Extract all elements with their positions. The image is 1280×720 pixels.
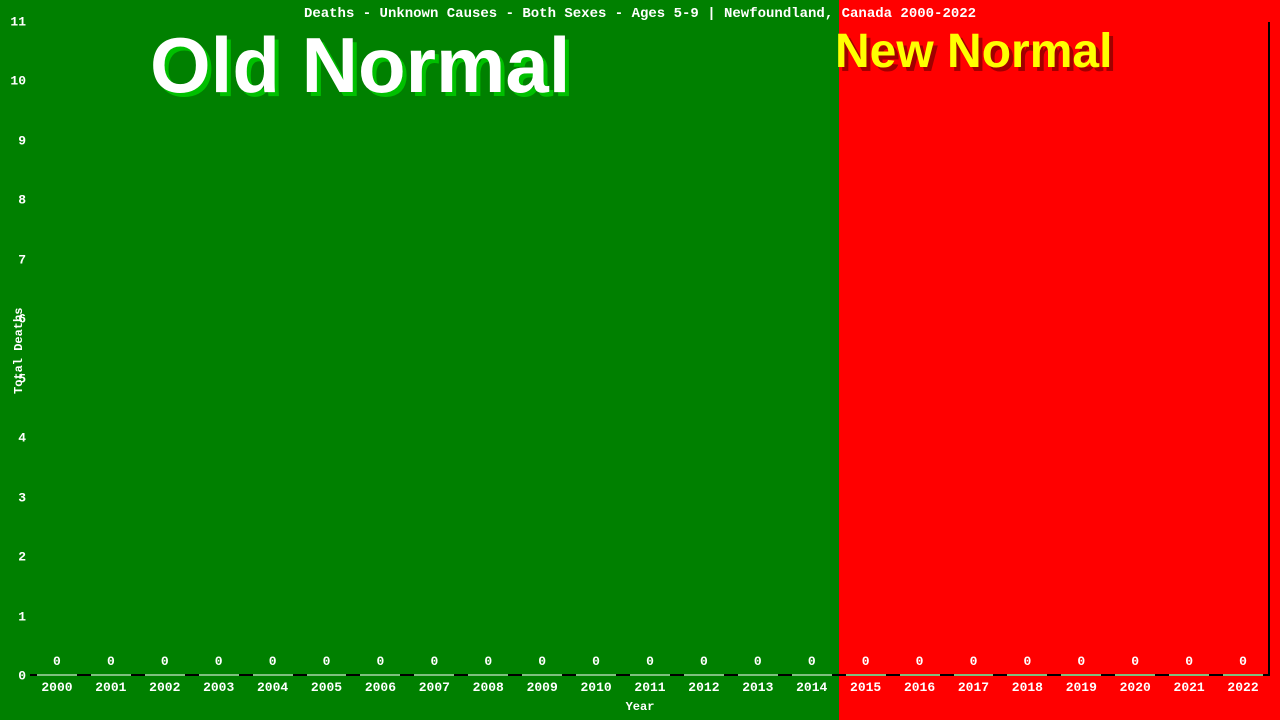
x-tick-label: 2007 [419,680,450,695]
bar-value-label: 0 [1131,654,1139,669]
bar-value-label: 0 [646,654,654,669]
x-tick-label: 2005 [311,680,342,695]
x-tick-label: 2019 [1066,680,1097,695]
bar-value-label: 0 [215,654,223,669]
bar-value-label: 0 [916,654,924,669]
bar [1007,674,1047,676]
x-tick-label: 2018 [1012,680,1043,695]
bar [1169,674,1209,676]
bar-value-label: 0 [862,654,870,669]
bar-value-label: 0 [1185,654,1193,669]
x-tick-label: 2011 [634,680,665,695]
bar [360,674,400,676]
y-tick-label: 10 [2,74,26,89]
bar [954,674,994,676]
x-tick-label: 2003 [203,680,234,695]
x-tick-label: 2009 [527,680,558,695]
bar [37,674,77,676]
y-tick-label: 4 [2,431,26,446]
x-tick-label: 2014 [796,680,827,695]
bar [630,674,670,676]
x-tick-label: 2002 [149,680,180,695]
bar [414,674,454,676]
bar [1061,674,1101,676]
annotation-new-normal: New Normal New Normal [835,24,1112,79]
x-tick-label: 2004 [257,680,288,695]
x-tick-label: 2006 [365,680,396,695]
y-tick-label: 3 [2,490,26,505]
y-tick-label: 8 [2,193,26,208]
bar [199,674,239,676]
x-tick-label: 2010 [580,680,611,695]
x-tick-label: 2000 [41,680,72,695]
x-axis-title: Year [0,700,1280,714]
bar-value-label: 0 [700,654,708,669]
y-tick-label: 7 [2,252,26,267]
bar [684,674,724,676]
bar-value-label: 0 [161,654,169,669]
bar [468,674,508,676]
x-tick-label: 2021 [1174,680,1205,695]
x-tick-label: 2022 [1227,680,1258,695]
bar-value-label: 0 [269,654,277,669]
annotation-new-normal-text: New Normal [835,25,1112,78]
x-tick-label: 2008 [473,680,504,695]
x-tick-label: 2017 [958,680,989,695]
bar-value-label: 0 [107,654,115,669]
bar [522,674,562,676]
bar [738,674,778,676]
bar [1223,674,1263,676]
y-tick-label: 9 [2,133,26,148]
bar-value-label: 0 [323,654,331,669]
bar [145,674,185,676]
y-tick-label: 2 [2,550,26,565]
y-tick-label: 1 [2,609,26,624]
bar-value-label: 0 [1239,654,1247,669]
plot-area [30,22,1270,676]
bar-value-label: 0 [538,654,546,669]
bar-value-label: 0 [377,654,385,669]
bar [1115,674,1155,676]
y-tick-label: 11 [2,15,26,30]
bar-value-label: 0 [754,654,762,669]
bar-value-label: 0 [1077,654,1085,669]
bar-value-label: 0 [970,654,978,669]
bar [792,674,832,676]
bar [576,674,616,676]
bar-value-label: 0 [53,654,61,669]
x-tick-label: 2012 [688,680,719,695]
bar-value-label: 0 [592,654,600,669]
y-tick-label: 6 [2,312,26,327]
annotation-old-normal: Old Normal Old Normal [150,20,570,111]
bar [253,674,293,676]
x-tick-label: 2016 [904,680,935,695]
bar-value-label: 0 [808,654,816,669]
x-tick-label: 2013 [742,680,773,695]
bar [307,674,347,676]
bar-value-label: 0 [1023,654,1031,669]
bar [91,674,131,676]
annotation-old-normal-text: Old Normal [150,21,570,109]
bar [900,674,940,676]
x-tick-label: 2001 [95,680,126,695]
y-tick-label: 0 [2,669,26,684]
bar-value-label: 0 [430,654,438,669]
y-tick-label: 5 [2,371,26,386]
bar [846,674,886,676]
x-tick-label: 2015 [850,680,881,695]
x-tick-label: 2020 [1120,680,1151,695]
bar-value-label: 0 [484,654,492,669]
